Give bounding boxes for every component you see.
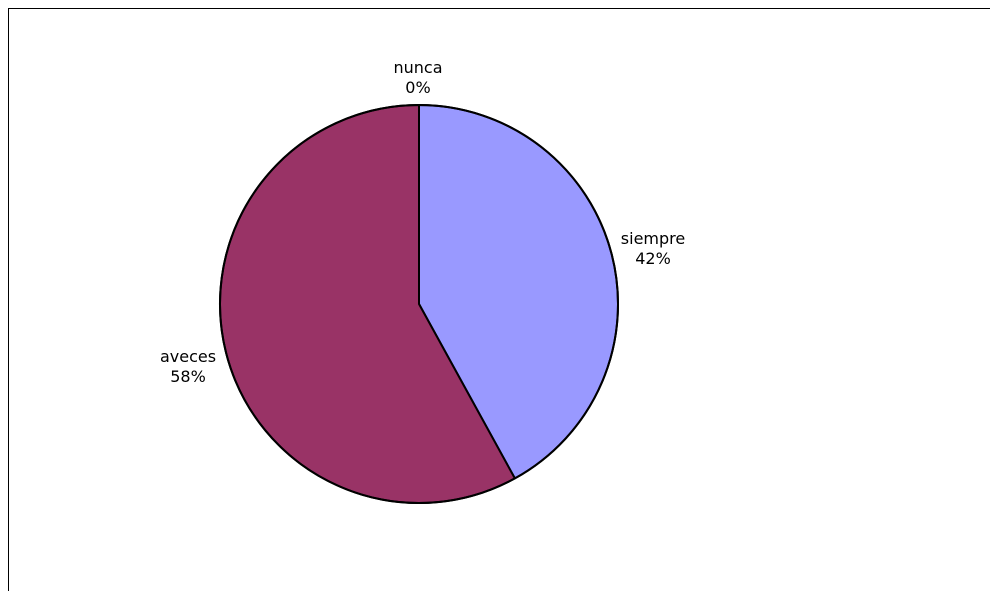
slice-percent-aveces: 58%: [170, 367, 206, 386]
pie-slices: [219, 104, 619, 504]
slice-label-siempre: siempre: [621, 229, 685, 248]
slice-label-nunca: nunca: [393, 58, 442, 77]
pie-outline: [219, 104, 619, 504]
slice-percent-siempre: 42%: [635, 249, 671, 268]
slice-percent-nunca: 0%: [405, 78, 430, 97]
slice-label-aveces: aveces: [160, 347, 216, 366]
